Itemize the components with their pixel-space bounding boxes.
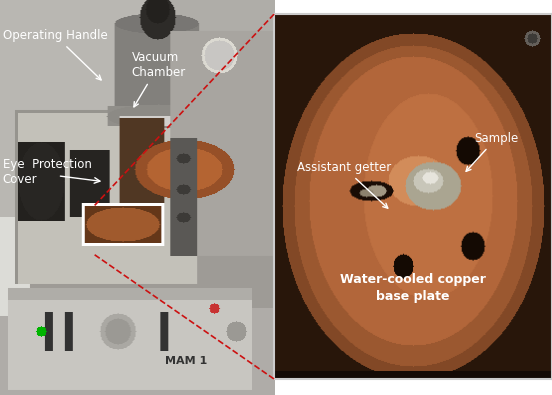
Text: Water-cooled copper
base plate: Water-cooled copper base plate [340,273,486,303]
Text: Assistant getter: Assistant getter [296,161,391,208]
Text: Eye  Protection
Cover: Eye Protection Cover [3,158,92,186]
Text: MAM 1: MAM 1 [166,356,208,367]
Text: Sample: Sample [466,132,518,171]
Text: Operating Handle: Operating Handle [3,29,108,80]
Text: Vacuum
Chamber: Vacuum Chamber [132,51,186,107]
